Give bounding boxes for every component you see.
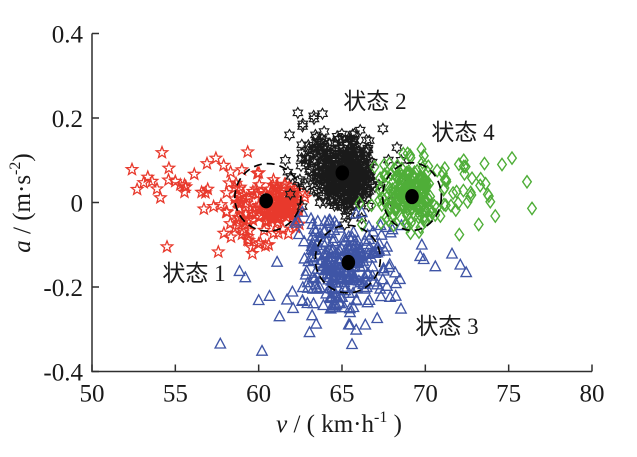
ellipse-centroid-layer	[233, 161, 443, 294]
centroid-marker-3	[341, 254, 356, 271]
centroid-marker-2	[335, 165, 350, 181]
axes-layer: 50 55 60 65 70 75 80 0.4 0.2 0 -0.2 -0.4	[43, 22, 604, 408]
x-tick-label-65: 65	[330, 381, 355, 408]
y-tick-label-0.2: 0.2	[52, 106, 83, 133]
annotation-layer: 状态 1 状态 2 状态 3 状态 4	[162, 89, 495, 339]
cluster-state4-points	[354, 141, 538, 242]
x-tick-label-80: 80	[580, 381, 605, 408]
y-tick-label--0.2: -0.2	[43, 275, 83, 302]
x-tick-label-50: 50	[80, 381, 105, 408]
cluster-ellipse-3	[381, 161, 443, 232]
cluster-label-4: 状态 4	[431, 120, 495, 145]
x-tick-label-55: 55	[163, 381, 188, 408]
cluster-label-1: 状态 1	[162, 261, 225, 286]
centroid-marker-4	[405, 188, 419, 205]
y-tick-label--0.4: -0.4	[43, 360, 83, 387]
x-tick-label-70: 70	[413, 381, 438, 408]
cluster-state3-points	[213, 205, 473, 356]
x-tick-label-60: 60	[246, 381, 271, 408]
cluster-ellipse-2	[314, 224, 382, 294]
y-axis-title: a / (m·s-2)	[7, 153, 36, 252]
cluster-label-3: 状态 3	[415, 314, 478, 339]
y-tick-label-0.4: 0.4	[52, 22, 84, 49]
cluster-state2-points	[279, 106, 412, 232]
cluster-ellipse-1	[233, 162, 302, 233]
x-tick-label-75: 75	[496, 381, 521, 408]
y-tick-label-0: 0	[71, 191, 84, 218]
cluster-label-2: 状态 2	[343, 89, 406, 114]
centroid-marker-1	[259, 193, 273, 209]
axis-ticks	[91, 32, 593, 373]
x-axis-title: v / ( km·h-1 )	[276, 409, 402, 438]
